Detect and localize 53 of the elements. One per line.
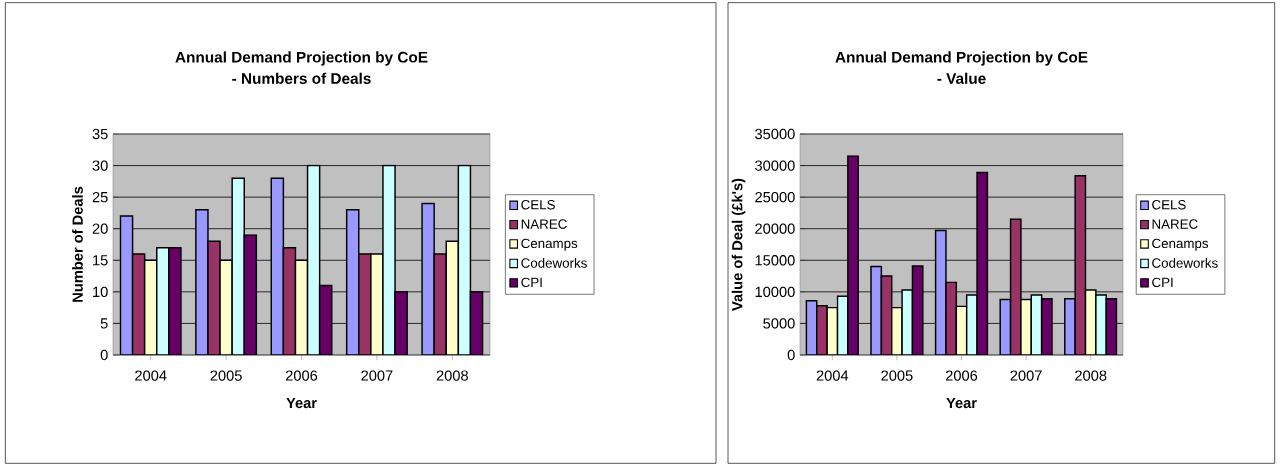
bar: [119, 215, 134, 355]
chart-subtitle: - Value: [937, 72, 986, 84]
x-tick-label: 2005: [210, 370, 242, 381]
bar: [307, 165, 320, 355]
legend-label: CELS: [521, 200, 555, 210]
legend-label: CPI: [1152, 277, 1173, 288]
y-tick-label: 10000: [755, 286, 795, 298]
y-tick-label: 35: [92, 128, 108, 140]
y-tick-label: 20: [92, 223, 108, 234]
y-tick-label: 0: [787, 349, 795, 361]
x-tick-label: 2008: [436, 370, 468, 381]
x-tick-label: 2007: [1010, 370, 1042, 381]
y-tick-label: 30: [92, 160, 108, 171]
chart-subtitle: - Numbers of Deals: [232, 72, 371, 84]
y-axis-title: Value of Deal (£k's): [731, 178, 746, 311]
legend-label: CELS: [1152, 200, 1186, 210]
legend-label: Cenamps: [1152, 238, 1209, 251]
y-tick-label: 0: [100, 349, 108, 361]
legend-label: Codeworks: [1152, 257, 1218, 268]
x-tick-label: 2007: [361, 370, 393, 381]
x-axis-title: Year: [286, 397, 317, 409]
legend-label: Cenamps: [521, 238, 578, 251]
x-tick-label: 2008: [1075, 370, 1107, 381]
bar: [271, 178, 284, 355]
x-tick-label: 2004: [816, 370, 849, 381]
x-tick-label: 2005: [881, 370, 913, 381]
chart-title: Annual Demand Projection by CoE: [175, 51, 428, 66]
y-tick-label: 35000: [755, 128, 795, 140]
y-tick-label: 20000: [755, 223, 795, 234]
x-tick-label: 2006: [945, 370, 978, 381]
y-tick-label: 5: [100, 318, 108, 329]
y-tick-label: 5000: [763, 318, 795, 329]
x-tick-label: 2004: [135, 370, 167, 381]
y-tick-label: 25000: [755, 191, 795, 203]
legend-label: NAREC: [521, 219, 567, 229]
y-axis-title: Number of Deals: [72, 186, 83, 302]
bar: [283, 247, 296, 355]
bar: [457, 164, 472, 355]
x-axis-title: Year: [946, 397, 977, 409]
y-tick-label: 30000: [755, 160, 795, 171]
legend-label: CPI: [521, 277, 542, 288]
chart-title: Annual Demand Projection by CoE: [835, 51, 1088, 66]
bar: [156, 246, 170, 355]
y-tick-label: 25: [92, 191, 108, 203]
bar: [445, 240, 460, 355]
y-tick-label: 10: [93, 286, 108, 298]
y-tick-label: 15000: [755, 255, 795, 266]
y-tick-label: 15: [93, 255, 108, 266]
bar: [231, 177, 245, 355]
legend-label: Codeworks: [521, 257, 587, 268]
bar: [345, 209, 360, 355]
x-tick-label: 2006: [285, 370, 318, 381]
legend-label: NAREC: [1152, 219, 1198, 229]
